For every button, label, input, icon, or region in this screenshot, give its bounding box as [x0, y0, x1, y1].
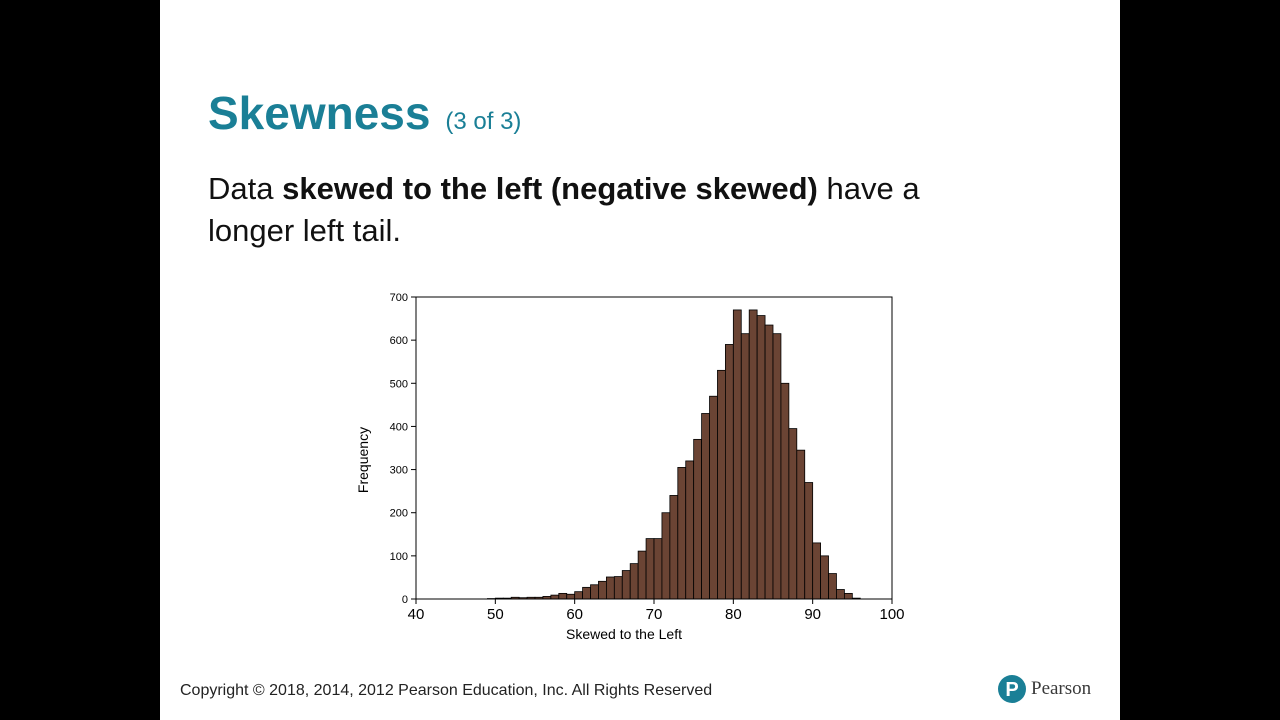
histogram-bar [558, 592, 568, 600]
histogram-bar [637, 550, 647, 600]
histogram-bar [613, 576, 623, 600]
pearson-logo-text: Pearson [1031, 678, 1092, 699]
copyright-footer: Copyright © 2018, 2014, 2012 Pearson Edu… [180, 682, 713, 699]
body-suffix: have a longer left tail. [208, 171, 920, 248]
y-tick-label: 200 [390, 508, 408, 520]
histogram-bar [836, 589, 845, 600]
histogram-bar [566, 593, 576, 600]
x-tick-label: 80 [725, 606, 742, 623]
x-tick-label: 70 [646, 606, 663, 623]
histogram-bar [780, 382, 790, 600]
histogram-bar [701, 413, 710, 600]
histogram-bar [820, 555, 829, 600]
histogram-bar [669, 495, 679, 600]
pearson-logo-icon: P [998, 675, 1026, 703]
histogram-bar [590, 584, 599, 600]
histogram-bar [748, 309, 758, 600]
x-tick-label: 50 [487, 606, 504, 623]
histogram-bar [598, 580, 607, 600]
histogram-bar [796, 449, 806, 600]
histogram-bar [677, 467, 687, 600]
histogram-bar [629, 563, 639, 600]
body-text: Data skewed to the left (negative skewed… [208, 168, 1008, 252]
histogram-bar [724, 344, 734, 600]
histogram-bar [605, 576, 615, 600]
histogram-bar [582, 586, 591, 600]
y-tick-label: 500 [390, 378, 408, 390]
histogram-chart: 40 50 60 70 80 90 100 0 100 200 300 400 500 600 700 S… [355, 292, 905, 642]
y-axis-label: Frequency [355, 427, 371, 493]
y-tick-label: 700 [390, 292, 408, 304]
x-tick-label: 100 [879, 606, 904, 623]
x-tick-label: 40 [408, 606, 425, 623]
y-tick-label: 400 [390, 421, 408, 433]
histogram-bar [574, 591, 584, 600]
x-axis: 40 50 60 70 80 90 100 [408, 599, 905, 623]
y-tick-label: 300 [390, 465, 408, 477]
histogram-bar [764, 324, 774, 600]
pearson-logo-letter: P [1005, 679, 1018, 701]
slide-title: Skewness (3 of 3) [208, 86, 521, 140]
histogram-bar [709, 395, 718, 600]
title-page-indicator: (3 of 3) [445, 108, 522, 135]
y-tick-label: 100 [390, 551, 408, 563]
histogram-bar [732, 309, 742, 600]
histogram-bar [621, 570, 631, 600]
histogram-bar [717, 369, 726, 600]
histogram-bar [661, 512, 671, 600]
slide: Skewness (3 of 3) Data skewed to the lef… [160, 0, 1120, 720]
histogram-bar [804, 482, 814, 600]
histogram-bar [653, 538, 663, 600]
histogram-bar [772, 333, 782, 600]
histogram-bar [843, 592, 853, 600]
histogram-bar [740, 333, 750, 600]
histogram-bar [645, 538, 655, 600]
histogram-bar [756, 315, 766, 600]
x-axis-label: Skewed to the Left [566, 626, 682, 642]
histogram-bar [812, 542, 821, 600]
histogram-bar [550, 594, 560, 600]
histogram-bar [788, 428, 798, 600]
histogram-bars [486, 309, 861, 600]
title-main: Skewness [208, 87, 431, 139]
x-tick-label: 90 [804, 606, 821, 623]
body-prefix: Data [208, 171, 283, 206]
body-emphasis: skewed to the left (negative skewed) [282, 171, 818, 206]
histogram-bar [693, 438, 702, 600]
histogram-bar [685, 460, 695, 600]
pearson-logo: P Pearson [998, 675, 1091, 703]
x-tick-label: 60 [566, 606, 583, 623]
y-tick-label: 0 [402, 594, 408, 606]
histogram-bar [828, 573, 837, 600]
y-tick-label: 600 [390, 335, 408, 347]
y-axis: 0 100 200 300 400 500 600 700 [390, 292, 416, 606]
